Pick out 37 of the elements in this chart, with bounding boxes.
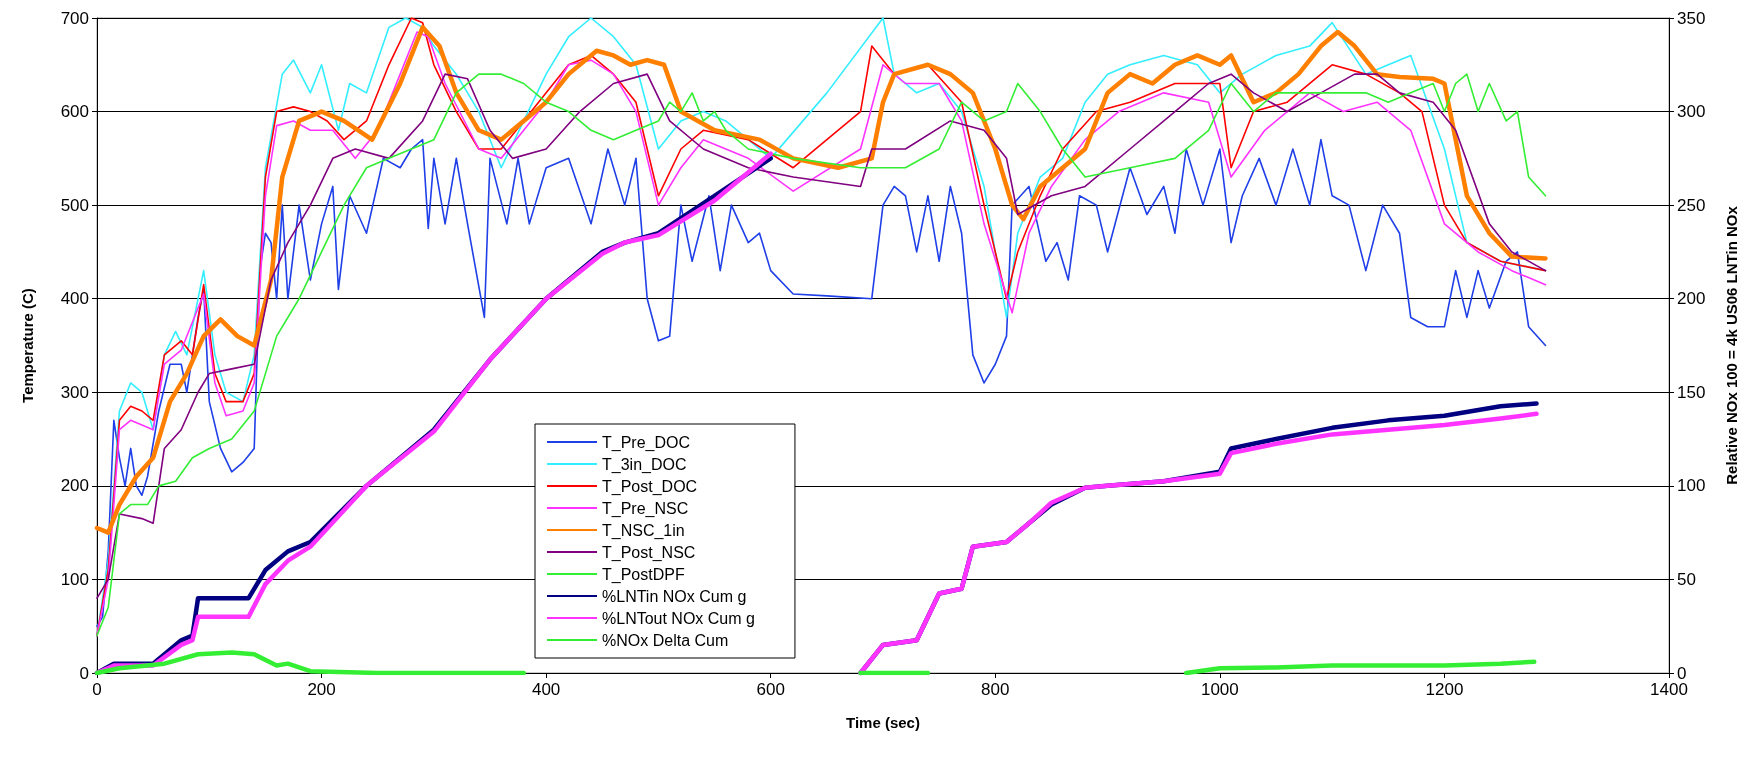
x-tick-label: 1400 [1650,680,1688,699]
x-tick-label: 800 [981,680,1010,699]
legend-label: T_Pre_DOC [602,433,691,452]
y2-tick-label: 350 [1677,8,1706,28]
y-tick-label: 200 [60,476,89,496]
y-tick-label: 400 [60,289,89,309]
x-tick-label: 1200 [1425,680,1464,699]
y-axis-title: Temperature (C) [19,288,36,403]
y2-tick-label: 0 [1677,663,1687,683]
legend-label: T_Post_DOC [602,477,698,496]
y2-tick-label: 200 [1677,289,1706,309]
y2-tick-label: 250 [1677,195,1706,215]
x-tick-label: 400 [531,680,561,699]
legend-label: %LNTin NOx Cum g [602,587,747,605]
y-tick-label: 300 [60,382,89,402]
x-tick-label: 600 [756,680,785,699]
y2-tick-label: 100 [1677,476,1706,496]
x-tick-label: 200 [307,680,336,699]
y2-tick-label: 150 [1677,382,1706,402]
y-tick-label: 600 [60,102,89,122]
y-tick-label: 500 [60,195,89,215]
y2-tick-label: 50 [1677,569,1696,589]
y2-axis-title: Relative NOx 100 = 4k US06 LNTin NOx [1723,205,1740,485]
legend-label: T_Pre_NSC [602,499,689,518]
legend-label: T_NSC_1in [602,521,685,540]
legend-label: T_PostDPF [602,565,685,584]
legend-label: %NOx Delta Cum [602,631,729,649]
y-tick-label: 0 [79,663,89,683]
y2-tick-label: 300 [1677,102,1706,122]
y-tick-label: 700 [60,8,89,28]
x-tick-label: 1000 [1200,680,1239,699]
x-tick-label: 0 [92,680,102,699]
legend-label: T_Post_NSC [602,543,696,562]
legend-label: %LNTout NOx Cum g [602,609,755,627]
legend-label: T_3in_DOC [602,455,687,474]
x-axis-title: Time (sec) [846,714,920,731]
y-tick-label: 100 [60,569,89,589]
